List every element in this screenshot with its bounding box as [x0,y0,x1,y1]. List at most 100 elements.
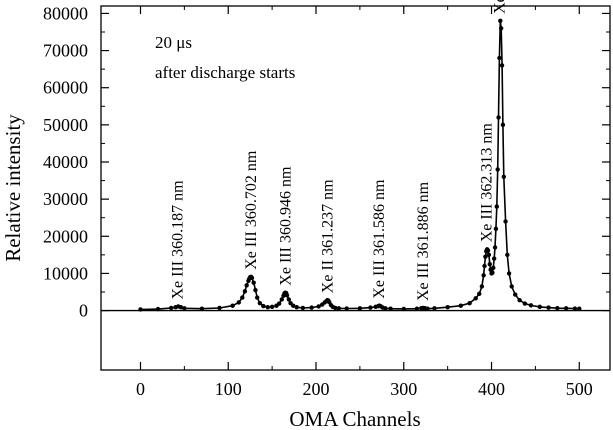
data-point [483,254,488,259]
data-point [497,55,502,61]
peak-label: Xe III 362.406 nm [491,0,508,14]
peak-label: Xe III 362.313 nm [478,123,495,243]
data-point [276,301,282,306]
data-point [517,297,522,303]
tick-labels: 0 100 200 300 400 500 0 10000 20000 30000 40000 500… [43,3,593,399]
data-point [401,306,406,312]
peak-labels: Xe III 360.187 nm Xe III 360.702 nm Xe III… [169,0,508,301]
data-point [506,271,512,276]
data-point [503,219,508,224]
data-point [309,305,314,310]
y-tick-label: 0 [79,301,88,321]
x-tick-label: 100 [215,379,242,399]
y-axis-label: Relative intensity [1,114,25,262]
data-point [336,306,342,311]
data-point [253,287,258,293]
peak-label: Xe III 360.187 nm [169,180,186,300]
data-point [481,273,486,278]
data-point [509,284,514,289]
data-point [230,303,235,308]
y-tick-label: 10000 [43,263,88,283]
data-point [432,306,437,311]
data-point [496,115,501,120]
data-point [383,306,388,311]
data-point [169,305,174,311]
data-point [577,306,582,311]
data-point [546,305,551,310]
data-point [473,296,478,301]
data-point [265,305,270,310]
annotation-line-1: 20 μs [155,33,192,52]
data-point [333,305,338,311]
data-point [563,306,569,311]
data-point [501,174,507,180]
data-point [388,306,393,311]
data-point [261,303,266,309]
x-tick-label: 400 [478,379,505,399]
data-point [528,303,534,308]
data-point [286,297,292,302]
data-point [499,63,505,68]
data-point [300,305,306,311]
data-point [294,305,299,310]
y-tick-label: 60000 [43,78,88,98]
data-point [155,306,161,312]
data-point [357,306,363,311]
y-tick-label: 20000 [43,226,88,246]
data-point [414,306,420,311]
data-point [477,291,482,297]
data-point [178,305,184,310]
data-point [491,265,496,271]
peak-label: Xe III 360.702 nm [243,150,260,270]
y-tick-label: 40000 [43,152,88,172]
plot-frame [100,5,611,371]
data-point [486,252,492,258]
data-point [494,204,499,209]
data-point [316,304,321,309]
annotation-line-2: after discharge starts [155,63,295,82]
data-point [445,305,450,310]
x-tick-label: 200 [303,379,330,399]
peak-label: Xe III 360.946 nm [277,166,294,286]
data-point [458,303,464,308]
data-point [255,295,260,300]
data-point [217,305,222,311]
x-tick-label: 300 [390,379,417,399]
data-point [498,26,504,31]
y-tick-label: 80000 [43,3,88,23]
data-point [482,263,487,269]
data-point [290,303,296,308]
axis-ticks [101,6,610,370]
data-point [498,18,503,24]
data-point [199,306,205,311]
data-point [182,306,187,311]
data-point [467,300,472,306]
data-point [522,301,528,306]
data-point [537,304,542,310]
data-point [491,256,497,261]
y-tick-label: 70000 [43,41,88,61]
data-point [284,293,290,298]
y-tick-label: 50000 [43,115,88,135]
data-point [236,300,241,305]
data-point [555,305,560,311]
data-point [493,226,499,232]
peak-label: Xe III 361.586 nm [371,179,388,299]
data-point [495,167,500,172]
data-point [279,297,284,302]
spectrum-points [138,18,582,312]
data-point [490,270,495,275]
data-point [425,306,430,311]
peak-label: Xe II 361.237 nm [319,179,336,293]
y-tick-label: 30000 [43,189,88,209]
x-axis-label: OMA Channels [289,407,420,430]
x-tick-label: 0 [136,379,145,399]
peak-label: Xe III 361.886 nm [415,181,432,301]
data-point [344,306,349,311]
data-point [242,289,248,294]
data-point [487,261,492,267]
data-point [572,306,578,311]
data-point [505,252,510,258]
data-point [249,275,255,281]
